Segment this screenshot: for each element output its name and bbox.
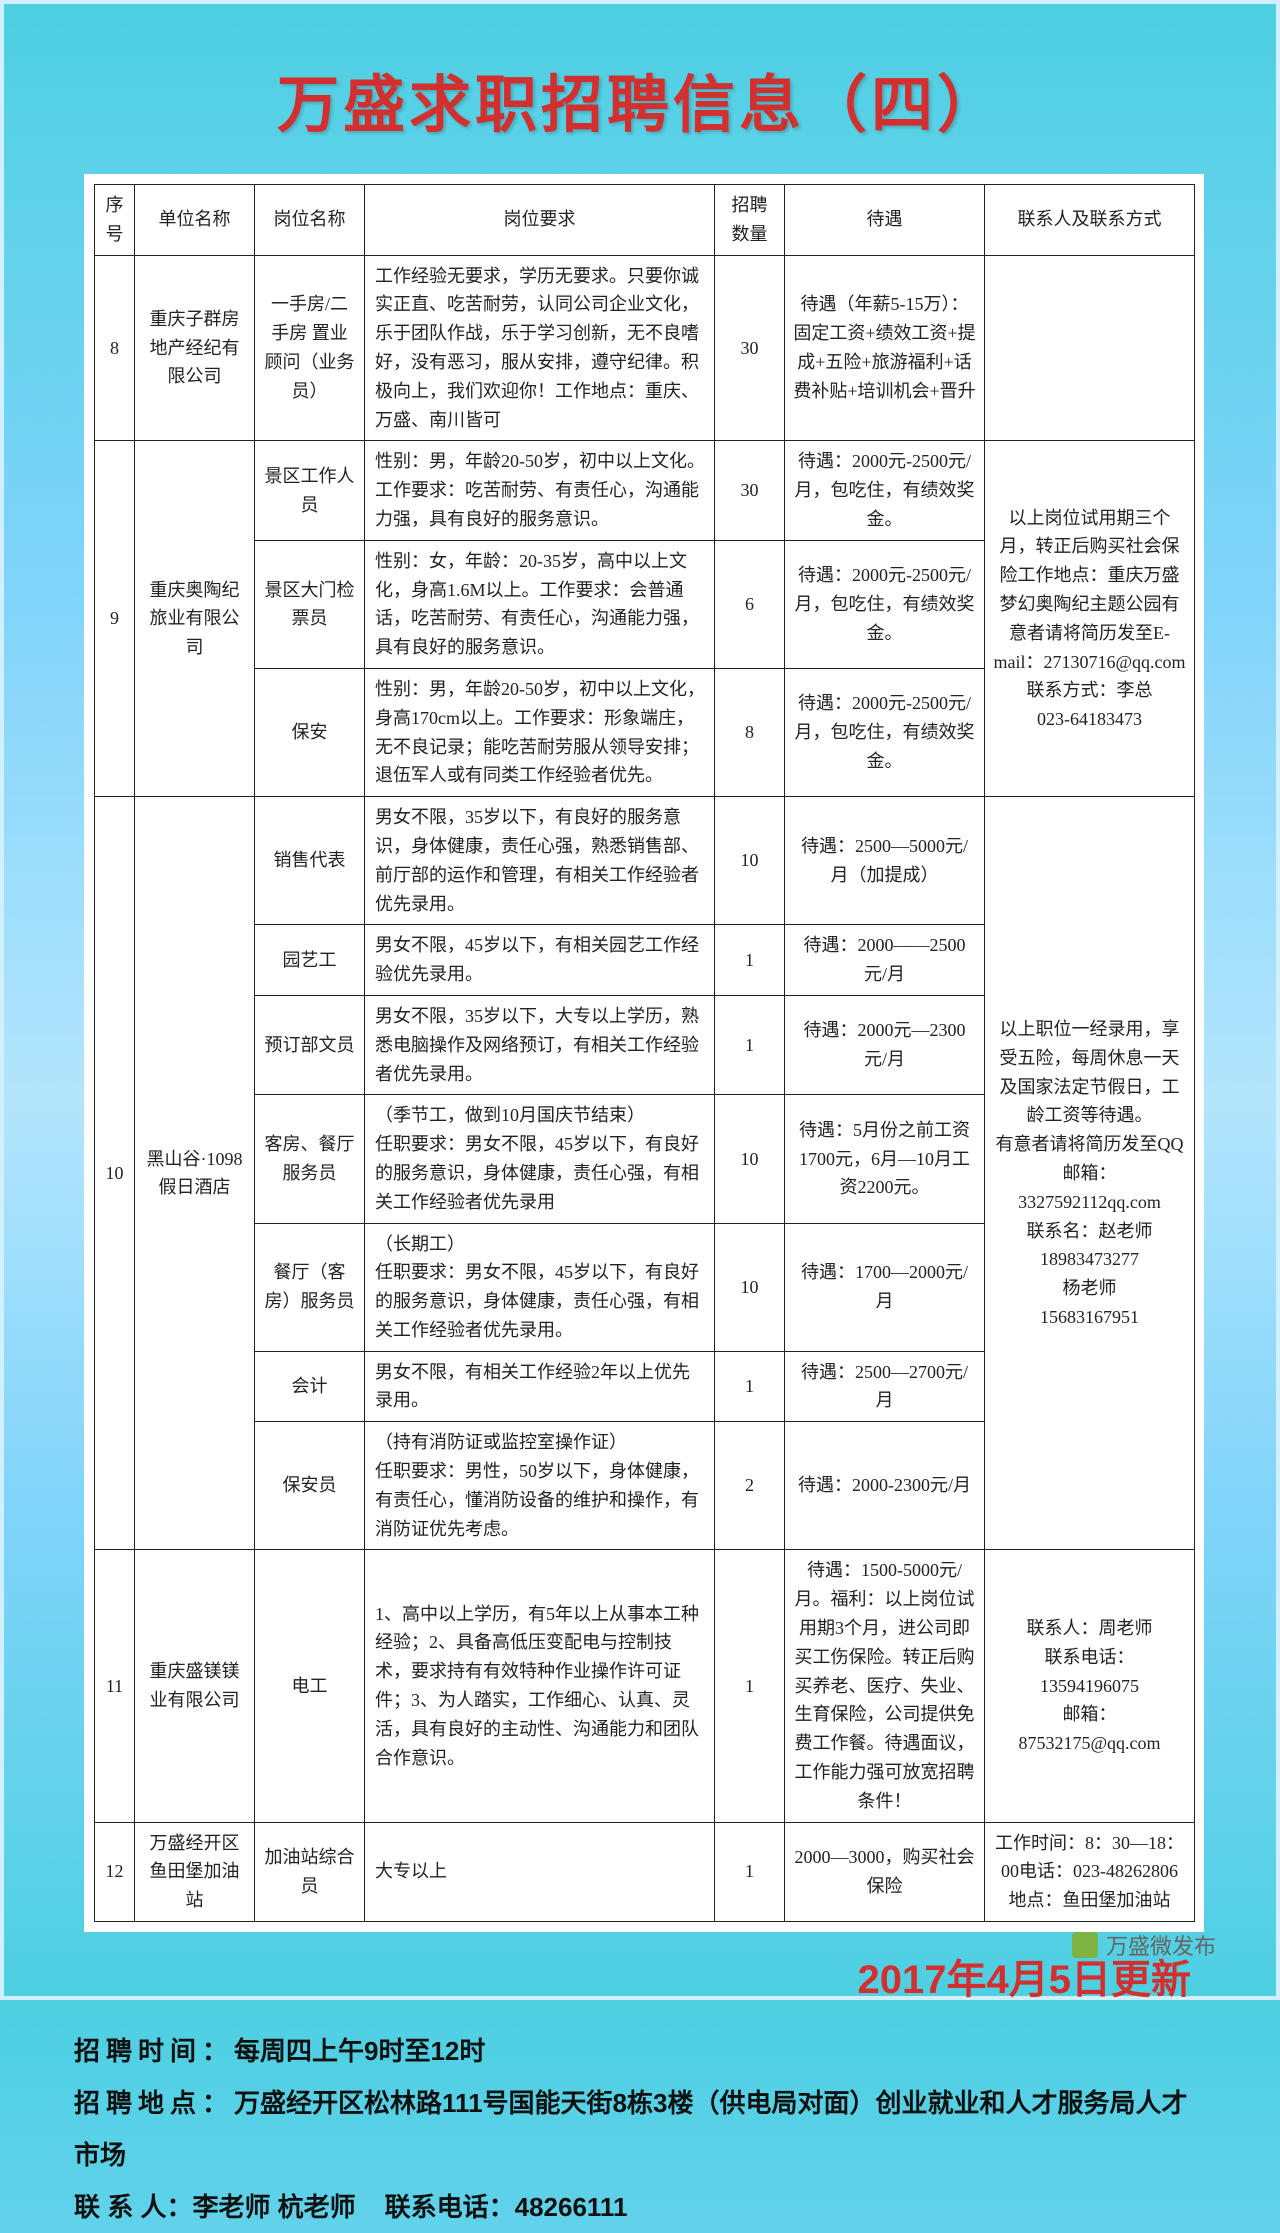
cell-pay: 待遇：1700—2000元/月	[785, 1223, 985, 1351]
footer-time: 招聘时间：每周四上午9时至12时	[74, 2025, 1206, 2077]
cell-contact	[985, 255, 1195, 441]
cell-position: 客房、餐厅服务员	[255, 1095, 365, 1223]
cell-position: 预订部文员	[255, 995, 365, 1094]
cell-pay: 待遇：1500-5000元/月。福利：以上岗位试用期3个月，进公司即买工伤保险。…	[785, 1550, 985, 1822]
cell-position: 景区工作人员	[255, 441, 365, 540]
cell-pay: 待遇：2000-2300元/月	[785, 1422, 985, 1550]
cell-qty: 1	[715, 995, 785, 1094]
update-date: 2017年4月5日更新	[4, 1947, 1191, 2005]
cell-position: 会计	[255, 1351, 365, 1422]
cell-requirement: 工作经验无要求，学历无要求。只要你诚实正直、吃苦耐劳，认同公司企业文化，乐于团队…	[365, 255, 715, 441]
th-company: 单位名称	[135, 185, 255, 256]
cell-pay: 待遇：2000元—2300元/月	[785, 995, 985, 1094]
cell-seq: 11	[95, 1550, 135, 1822]
th-requirement: 岗位要求	[365, 185, 715, 256]
cell-pay: 待遇：5月份之前工资1700元，6月—10月工资2200元。	[785, 1095, 985, 1223]
cell-seq: 9	[95, 441, 135, 797]
cell-contact: 联系人：周老师 联系电话： 13594196075 邮箱： 87532175@q…	[985, 1550, 1195, 1822]
cell-qty: 10	[715, 797, 785, 925]
cell-requirement: 大专以上	[365, 1822, 715, 1921]
cell-qty: 6	[715, 540, 785, 668]
cell-requirement: 性别：男，年龄20-50岁，初中以上文化。工作要求：吃苦耐劳、有责任心，沟通能力…	[365, 441, 715, 540]
th-position: 岗位名称	[255, 185, 365, 256]
cell-qty: 8	[715, 668, 785, 796]
watermark-icon	[1072, 1932, 1098, 1958]
cell-pay: 待遇：2000元-2500元/月，包吃住，有绩效奖金。	[785, 441, 985, 540]
cell-qty: 1	[715, 1550, 785, 1822]
cell-qty: 30	[715, 441, 785, 540]
cell-requirement: 男女不限，45岁以下，有相关园艺工作经验优先录用。	[365, 925, 715, 996]
cell-position: 保安员	[255, 1422, 365, 1550]
page-title: 万盛求职招聘信息（四）	[4, 4, 1276, 174]
cell-position: 景区大门检票员	[255, 540, 365, 668]
job-table: 序号 单位名称 岗位名称 岗位要求 招聘数量 待遇 联系人及联系方式 8重庆子群…	[94, 184, 1195, 1922]
cell-position: 销售代表	[255, 797, 365, 925]
cell-pay: 待遇：2000——2500元/月	[785, 925, 985, 996]
cell-pay: 待遇：2000元-2500元/月，包吃住，有绩效奖金。	[785, 668, 985, 796]
cell-contact: 以上职位一经录用，享受五险，每周休息一天及国家法定节假日，工龄工资等待遇。 有意…	[985, 797, 1195, 1550]
cell-pay: 待遇：2500—5000元/月（加提成）	[785, 797, 985, 925]
footer-addr: 招聘地点：万盛经开区松林路111号国能天街8栋3楼（供电局对面）创业就业和人才服…	[74, 2077, 1206, 2181]
cell-seq: 8	[95, 255, 135, 441]
cell-company: 万盛经开区鱼田堡加油站	[135, 1822, 255, 1921]
cell-requirement: 性别：男，年龄20-50岁，初中以上文化，身高170cm以上。工作要求：形象端庄…	[365, 668, 715, 796]
cell-qty: 1	[715, 1351, 785, 1422]
cell-company: 重庆子群房地产经纪有限公司	[135, 255, 255, 441]
cell-contact: 以上岗位试用期三个月，转正后购买社会保险工作地点：重庆万盛梦幻奥陶纪主题公园有意…	[985, 441, 1195, 797]
th-qty: 招聘数量	[715, 185, 785, 256]
table-row: 9重庆奥陶纪旅业有限公司景区工作人员性别：男，年龄20-50岁，初中以上文化。工…	[95, 441, 1195, 540]
cell-contact: 工作时间：8：30—18：00电话：023-48262806地点：鱼田堡加油站	[985, 1822, 1195, 1921]
cell-position: 园艺工	[255, 925, 365, 996]
cell-requirement: （长期工） 任职要求：男女不限，45岁以下，有良好的服务意识，身体健康，责任心强…	[365, 1223, 715, 1351]
cell-pay: 待遇：2500—2700元/月	[785, 1351, 985, 1422]
cell-qty: 10	[715, 1095, 785, 1223]
cell-pay: 待遇：2000元-2500元/月，包吃住，有绩效奖金。	[785, 540, 985, 668]
job-table-container: 序号 单位名称 岗位名称 岗位要求 招聘数量 待遇 联系人及联系方式 8重庆子群…	[84, 174, 1204, 1932]
cell-company: 黑山谷·1098假日酒店	[135, 797, 255, 1550]
table-row: 10黑山谷·1098假日酒店销售代表男女不限，35岁以下，有良好的服务意识，身体…	[95, 797, 1195, 925]
cell-requirement: （季节工，做到10月国庆节结束） 任职要求：男女不限，45岁以下，有良好的服务意…	[365, 1095, 715, 1223]
cell-company: 重庆盛镁镁业有限公司	[135, 1550, 255, 1822]
cell-requirement: 男女不限，35岁以下，大专以上学历，熟悉电脑操作及网络预订，有相关工作经验者优先…	[365, 995, 715, 1094]
th-pay: 待遇	[785, 185, 985, 256]
th-seq: 序号	[95, 185, 135, 256]
cell-qty: 10	[715, 1223, 785, 1351]
cell-seq: 12	[95, 1822, 135, 1921]
cell-position: 电工	[255, 1550, 365, 1822]
footer-contact: 联 系 人：李老师 杭老师 联系电话：48266111	[74, 2181, 1206, 2233]
cell-requirement: 男女不限，有相关工作经验2年以上优先录用。	[365, 1351, 715, 1422]
cell-pay: 待遇（年薪5-15万）：固定工资+绩效工资+提成+五险+旅游福利+话费补贴+培训…	[785, 255, 985, 441]
footer-info: 招聘时间：每周四上午9时至12时 招聘地点：万盛经开区松林路111号国能天街8栋…	[74, 2025, 1206, 2233]
cell-requirement: 性别：女，年龄：20-35岁，高中以上文化，身高1.6M以上。工作要求：会普通话…	[365, 540, 715, 668]
cell-requirement: （持有消防证或监控室操作证） 任职要求：男性，50岁以下，身体健康，有责任心，懂…	[365, 1422, 715, 1550]
table-row: 12万盛经开区鱼田堡加油站加油站综合员大专以上12000—3000，购买社会保险…	[95, 1822, 1195, 1921]
watermark: 万盛微发布	[1072, 1929, 1216, 1961]
cell-qty: 1	[715, 1822, 785, 1921]
cell-qty: 2	[715, 1422, 785, 1550]
cell-position: 保安	[255, 668, 365, 796]
cell-qty: 1	[715, 925, 785, 996]
cell-company: 重庆奥陶纪旅业有限公司	[135, 441, 255, 797]
cell-position: 加油站综合员	[255, 1822, 365, 1921]
cell-qty: 30	[715, 255, 785, 441]
watermark-text: 万盛微发布	[1106, 1929, 1216, 1961]
table-header-row: 序号 单位名称 岗位名称 岗位要求 招聘数量 待遇 联系人及联系方式	[95, 185, 1195, 256]
table-row: 8重庆子群房地产经纪有限公司一手房/二手房 置业顾问（业务员）工作经验无要求，学…	[95, 255, 1195, 441]
th-contact: 联系人及联系方式	[985, 185, 1195, 256]
cell-seq: 10	[95, 797, 135, 1550]
cell-requirement: 1、高中以上学历，有5年以上从事本工种经验；2、具备高低压变配电与控制技术，要求…	[365, 1550, 715, 1822]
cell-position: 餐厅（客房）服务员	[255, 1223, 365, 1351]
cell-pay: 2000—3000，购买社会保险	[785, 1822, 985, 1921]
cell-position: 一手房/二手房 置业顾问（业务员）	[255, 255, 365, 441]
table-row: 11重庆盛镁镁业有限公司电工1、高中以上学历，有5年以上从事本工种经验；2、具备…	[95, 1550, 1195, 1822]
cell-requirement: 男女不限，35岁以下，有良好的服务意识，身体健康，责任心强，熟悉销售部、前厅部的…	[365, 797, 715, 925]
